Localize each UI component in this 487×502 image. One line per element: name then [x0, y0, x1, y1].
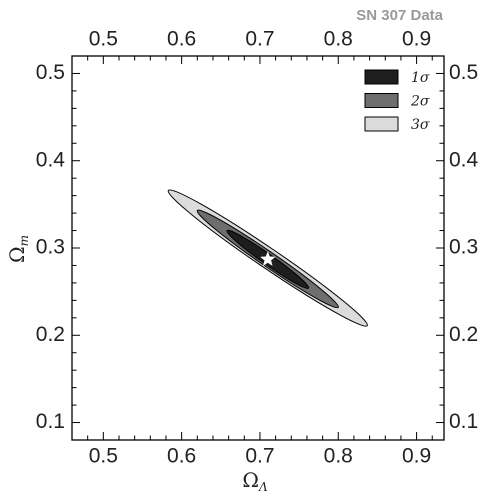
- y-tick-label-left: 0.4: [36, 148, 66, 171]
- y-tick-label-left: 0.1: [36, 410, 65, 433]
- dataset-title: SN 307 Data: [356, 7, 443, 24]
- legend-swatch-2-sigma: [364, 93, 399, 108]
- legend-swatch-3-sigma: [364, 116, 399, 132]
- x-tick-label-top: 0.9: [402, 28, 431, 51]
- legend-label-2-sigma: 2σ: [410, 94, 430, 110]
- x-tick-label-bottom: 0.9: [402, 445, 431, 468]
- legend-label-3-sigma: 3σ: [411, 117, 430, 133]
- x-tick-label-top: 0.8: [324, 28, 353, 51]
- y-tick-label-right: 0.5: [449, 61, 478, 84]
- x-tick-label-top: 0.7: [245, 28, 274, 51]
- y-tick-label-right: 0.2: [449, 323, 478, 346]
- best-fit-layer: [259, 251, 276, 266]
- x-tick-label-bottom: 0.6: [167, 445, 196, 468]
- axis-ticks: [71, 55, 444, 441]
- y-axis-label: Ωm: [5, 235, 31, 263]
- y-tick-label-right: 0.1: [449, 410, 478, 433]
- legend: 1σ 2σ 3σ: [364, 69, 430, 133]
- legend-label-1-sigma: 1σ: [411, 70, 430, 86]
- x-tick-label-bottom: 0.8: [324, 445, 353, 468]
- x-tick-label-top: 0.5: [89, 28, 118, 51]
- axis-tick-labels: 0.5 0.5 0.6 0.6 0.7 0.7 0.8 0.8 0.9 0.9 0.1 0.1 0.2 0…: [36, 28, 479, 468]
- legend-swatch-1-sigma: [364, 69, 399, 85]
- x-tick-label-top: 0.6: [167, 28, 196, 51]
- y-tick-label-right: 0.3: [449, 236, 478, 259]
- y-tick-label-left: 0.2: [36, 323, 65, 346]
- y-tick-label-left: 0.5: [36, 61, 65, 84]
- y-tick-label-right: 0.4: [449, 148, 479, 171]
- x-tick-label-bottom: 0.5: [89, 445, 118, 468]
- y-tick-label-left: 0.3: [36, 236, 65, 259]
- x-tick-label-bottom: 0.7: [245, 445, 274, 468]
- x-axis-label: ΩΛ: [242, 468, 268, 494]
- best-fit-star: [259, 251, 276, 266]
